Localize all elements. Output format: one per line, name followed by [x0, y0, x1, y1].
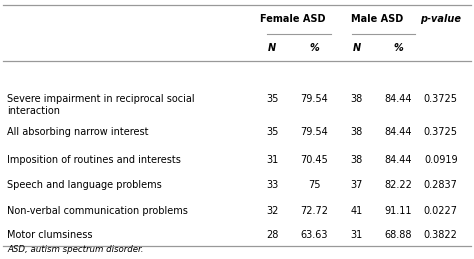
Text: ASD, autism spectrum disorder.: ASD, autism spectrum disorder.: [8, 245, 144, 254]
Text: 70.45: 70.45: [301, 155, 328, 165]
Text: 68.88: 68.88: [385, 230, 412, 240]
Text: 0.3822: 0.3822: [424, 230, 458, 240]
Text: 84.44: 84.44: [385, 94, 412, 104]
Text: 0.2837: 0.2837: [424, 180, 458, 190]
Text: 41: 41: [350, 206, 363, 215]
Text: Motor clumsiness: Motor clumsiness: [8, 230, 93, 240]
Text: Severe impairment in reciprocal social
interaction: Severe impairment in reciprocal social i…: [8, 94, 195, 116]
Text: 32: 32: [266, 206, 278, 215]
Text: 38: 38: [350, 155, 363, 165]
Text: 91.11: 91.11: [385, 206, 412, 215]
Text: p-value: p-value: [420, 14, 461, 24]
Text: All absorbing narrow interest: All absorbing narrow interest: [8, 127, 149, 137]
Text: 33: 33: [266, 180, 278, 190]
Text: Female ASD: Female ASD: [261, 14, 326, 24]
Text: 0.3725: 0.3725: [424, 127, 458, 137]
Text: N: N: [352, 43, 361, 53]
Text: Speech and language problems: Speech and language problems: [8, 180, 162, 190]
Text: 28: 28: [266, 230, 278, 240]
Text: 31: 31: [266, 155, 278, 165]
Text: 63.63: 63.63: [301, 230, 328, 240]
Text: 37: 37: [350, 180, 363, 190]
Text: 84.44: 84.44: [385, 155, 412, 165]
Text: 35: 35: [266, 127, 278, 137]
Text: 79.54: 79.54: [301, 94, 328, 104]
Text: 0.0227: 0.0227: [424, 206, 458, 215]
Text: 38: 38: [350, 127, 363, 137]
Text: 0.3725: 0.3725: [424, 94, 458, 104]
Text: 79.54: 79.54: [301, 127, 328, 137]
Text: 0.0919: 0.0919: [424, 155, 457, 165]
Text: %: %: [394, 43, 403, 53]
Text: Imposition of routines and interests: Imposition of routines and interests: [8, 155, 182, 165]
Text: %: %: [310, 43, 319, 53]
Text: 31: 31: [350, 230, 363, 240]
Text: 84.44: 84.44: [385, 127, 412, 137]
Text: 75: 75: [308, 180, 320, 190]
Text: Non-verbal communication problems: Non-verbal communication problems: [8, 206, 188, 215]
Text: 82.22: 82.22: [385, 180, 412, 190]
Text: 35: 35: [266, 94, 278, 104]
Text: N: N: [268, 43, 276, 53]
Text: Male ASD: Male ASD: [351, 14, 404, 24]
Text: 38: 38: [350, 94, 363, 104]
Text: 72.72: 72.72: [301, 206, 328, 215]
